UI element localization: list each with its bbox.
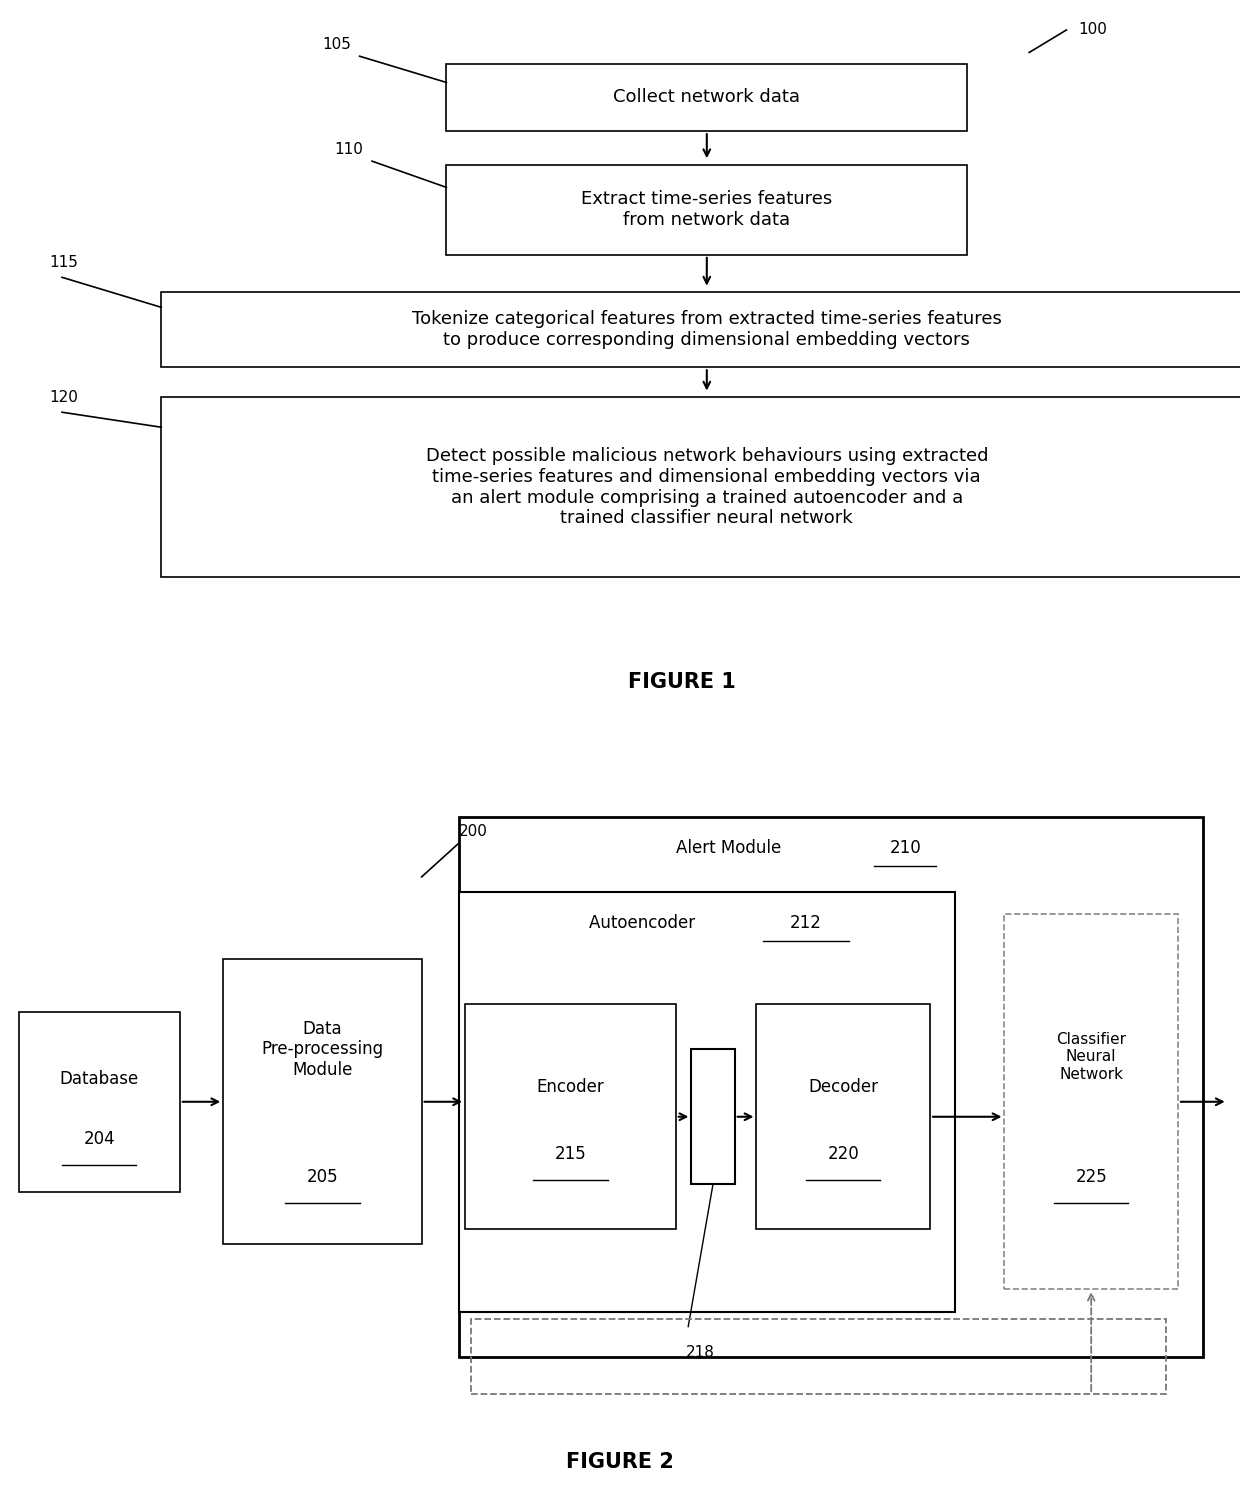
Text: FIGURE 1: FIGURE 1 <box>629 672 735 693</box>
Text: 220: 220 <box>827 1145 859 1163</box>
Bar <box>19 1012 180 1192</box>
Bar <box>446 165 967 255</box>
Bar <box>161 292 1240 367</box>
Text: Alert Module: Alert Module <box>676 839 787 857</box>
Text: Collect network data: Collect network data <box>614 88 800 106</box>
Bar <box>459 892 955 1312</box>
Text: 105: 105 <box>322 37 351 52</box>
Bar <box>446 64 967 132</box>
Bar <box>459 817 1203 1357</box>
Text: 212: 212 <box>790 914 822 932</box>
Text: Encoder: Encoder <box>537 1078 604 1096</box>
Bar <box>471 1319 1166 1394</box>
Bar <box>692 1049 734 1184</box>
Text: 215: 215 <box>554 1145 587 1163</box>
Text: 205: 205 <box>306 1168 339 1186</box>
Bar <box>161 397 1240 577</box>
Text: Tokenize categorical features from extracted time-series features
to produce cor: Tokenize categorical features from extra… <box>412 310 1002 349</box>
Text: Database: Database <box>60 1070 139 1088</box>
Text: Decoder: Decoder <box>808 1078 878 1096</box>
Text: Autoencoder: Autoencoder <box>589 914 701 932</box>
Text: 204: 204 <box>83 1130 115 1148</box>
Text: 100: 100 <box>1079 22 1107 37</box>
Bar <box>756 1004 930 1229</box>
Text: 120: 120 <box>50 390 78 405</box>
Text: FIGURE 2: FIGURE 2 <box>567 1451 673 1472</box>
Text: 200: 200 <box>459 824 487 839</box>
Text: 110: 110 <box>335 142 363 157</box>
Text: Data
Pre-processing
Module: Data Pre-processing Module <box>262 1019 383 1079</box>
Text: Detect possible malicious network behaviours using extracted
time-series feature: Detect possible malicious network behavi… <box>425 447 988 528</box>
Bar <box>1004 914 1178 1289</box>
Text: 115: 115 <box>50 255 78 270</box>
Text: 225: 225 <box>1075 1168 1107 1186</box>
Text: 210: 210 <box>889 839 921 857</box>
Text: 218: 218 <box>686 1346 715 1361</box>
Text: Classifier
Neural
Network: Classifier Neural Network <box>1056 1031 1126 1082</box>
Bar <box>223 959 422 1244</box>
Bar <box>465 1004 676 1229</box>
Text: Extract time-series features
from network data: Extract time-series features from networ… <box>582 190 832 229</box>
